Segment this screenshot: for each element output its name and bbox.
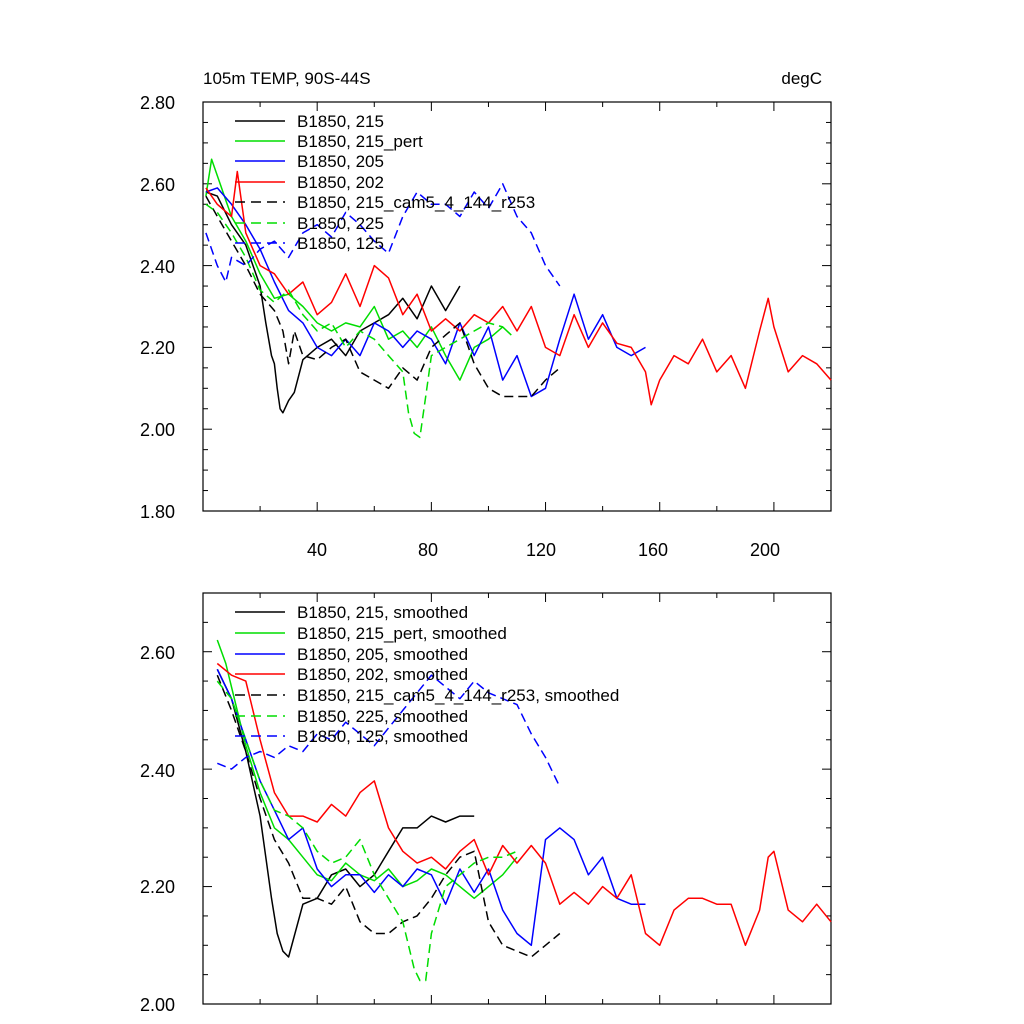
bottom-legend: B1850, 215, smoothed B1850, 215_pert, sm… xyxy=(235,603,619,746)
bottom-y-tick-label: 2.00 xyxy=(140,995,175,1015)
top-y-tick-label: 2.00 xyxy=(140,420,175,440)
bottom-axis-ticks xyxy=(203,592,832,1005)
bottom-series-line-6 xyxy=(217,674,561,788)
top-legend-label: B1850, 202 xyxy=(297,173,384,192)
top-x-tick-label: 80 xyxy=(418,540,438,560)
top-x-tick-label: 40 xyxy=(307,540,327,560)
top-series-line-3 xyxy=(205,170,832,406)
bottom-legend-label: B1850, 202, smoothed xyxy=(297,665,468,684)
bottom-series-line-5 xyxy=(216,680,518,982)
top-series-line-4 xyxy=(205,195,561,398)
bottom-y-tick-label: 2.60 xyxy=(140,643,175,663)
bottom-series-line-3 xyxy=(216,662,832,947)
bottom-y-tick-label: 2.20 xyxy=(140,877,175,897)
top-legend-label: B1850, 125 xyxy=(297,234,384,253)
top-y-tick-label: 2.40 xyxy=(140,257,175,277)
bottom-legend-label: B1850, 215_cam5_4_144_r253, smoothed xyxy=(297,686,619,705)
top-series-line-2 xyxy=(205,187,646,398)
bottom-series-line-4 xyxy=(216,674,561,958)
top-x-tick-label: 120 xyxy=(526,540,556,560)
bottom-legend-label: B1850, 125, smoothed xyxy=(297,727,468,746)
bottom-series-line-2 xyxy=(216,668,646,947)
bottom-legend-label: B1850, 225, smoothed xyxy=(297,707,468,726)
top-legend-label: B1850, 215_cam5_4_144_r253 xyxy=(297,193,535,212)
top-axis-ticks xyxy=(203,101,832,512)
top-series-line-5 xyxy=(205,203,503,439)
top-title-right: degC xyxy=(781,69,822,88)
top-series-line-6 xyxy=(205,183,561,287)
top-legend-label: B1850, 205 xyxy=(297,152,384,171)
top-y-tick-label: 2.80 xyxy=(140,93,175,113)
top-y-tick-label: 2.60 xyxy=(140,175,175,195)
top-panel: 105m TEMP, 90S-44S degC 2.80 2.60 2.40 2… xyxy=(140,69,832,560)
bottom-series-group xyxy=(216,639,832,982)
bottom-legend-label: B1850, 205, smoothed xyxy=(297,645,468,664)
bottom-legend-label: B1850, 215_pert, smoothed xyxy=(297,624,507,643)
top-series-group xyxy=(205,158,832,439)
top-legend-label: B1850, 215_pert xyxy=(297,132,423,151)
top-legend: B1850, 215 B1850, 215_pert B1850, 205 B1… xyxy=(235,112,535,253)
top-y-tick-label: 2.20 xyxy=(140,338,175,358)
bottom-legend-label: B1850, 215, smoothed xyxy=(297,603,468,622)
top-x-tick-label: 160 xyxy=(638,540,668,560)
top-title-left: 105m TEMP, 90S-44S xyxy=(203,69,371,88)
bottom-panel: 2.60 2.40 2.20 2.00 B1850, 215, smoothed… xyxy=(140,592,832,1015)
top-x-tick-label: 200 xyxy=(750,540,780,560)
top-series-line-0 xyxy=(205,191,461,414)
bottom-y-tick-label: 2.40 xyxy=(140,761,175,781)
top-legend-label: B1850, 225 xyxy=(297,214,384,233)
top-y-tick-label: 1.80 xyxy=(140,502,175,522)
top-legend-label: B1850, 215 xyxy=(297,112,384,131)
bottom-series-line-0 xyxy=(216,668,475,958)
